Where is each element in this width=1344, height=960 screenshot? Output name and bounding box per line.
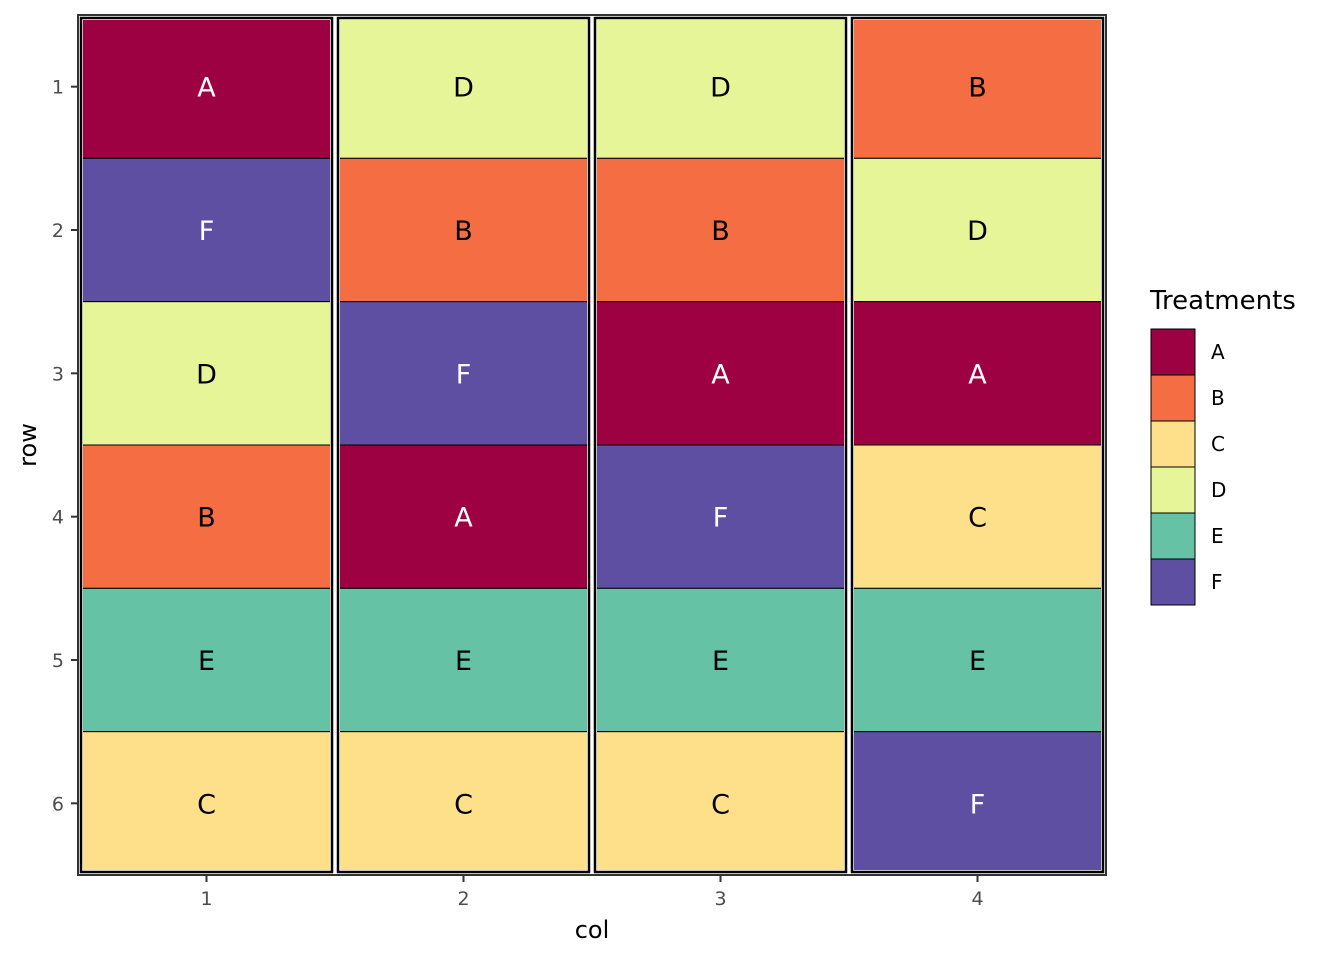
y-tick-label-5: 5 — [52, 650, 64, 672]
cell-c2-r1 — [334, 14, 593, 159]
cell-c2-r3 — [334, 301, 593, 446]
cell-c3-r4 — [591, 444, 850, 589]
legend-label-B: B — [1211, 386, 1225, 410]
cell-label-c2-r2: B — [454, 216, 473, 247]
legend-label-C: C — [1211, 432, 1225, 456]
x-tick-label-3: 3 — [714, 888, 726, 910]
cell-label-c4-r2: D — [967, 216, 988, 247]
y-tick-label-2: 2 — [52, 220, 64, 242]
cell-c3-r5 — [591, 587, 850, 733]
x-axis-title: col — [575, 916, 610, 944]
x-axis: 1 2 3 4 — [200, 875, 984, 910]
block-outline-2 — [336, 16, 591, 874]
cell-c1-r6 — [77, 731, 336, 876]
cell-label-c3-r3: A — [711, 359, 730, 390]
cell-label-c1-r4: B — [197, 503, 216, 534]
block-outlines — [77, 14, 1107, 876]
cell-label-c1-r5: E — [198, 646, 215, 677]
legend-key-E — [1150, 512, 1196, 560]
cell-c1-r4 — [77, 444, 336, 589]
y-axis: 1 2 3 4 5 6 — [52, 77, 78, 815]
cell-label-c2-r1: D — [453, 73, 474, 104]
cell-label-c2-r3: F — [456, 359, 472, 390]
y-tick-label-4: 4 — [52, 507, 64, 529]
cell-c1-r1 — [77, 14, 336, 159]
cell-c3-r3 — [591, 301, 850, 446]
legend-label-E: E — [1211, 524, 1224, 548]
cell-label-c2-r4: A — [454, 503, 473, 534]
x-tick-label-1: 1 — [200, 888, 212, 910]
cell-label-c1-r6: C — [197, 789, 216, 820]
cell-c3-r6 — [591, 731, 850, 876]
legend-label-D: D — [1211, 478, 1226, 502]
cell-label-c4-r4: C — [968, 503, 987, 534]
cell-label-c3-r1: D — [710, 73, 731, 104]
y-tick-label-1: 1 — [52, 77, 64, 99]
cell-label-c2-r5: E — [455, 646, 472, 677]
cell-label-c1-r1: A — [197, 73, 216, 104]
cell-c1-r3 — [77, 301, 336, 446]
block-outline-4 — [850, 16, 1105, 874]
cell-c3-r2 — [591, 157, 850, 303]
legend-key-A — [1150, 328, 1196, 376]
legend-label-A: A — [1211, 340, 1225, 364]
legend-key-C — [1150, 420, 1196, 468]
x-tick-label-2: 2 — [457, 888, 469, 910]
cell-label-c4-r5: E — [969, 646, 986, 677]
cell-c4-r1 — [848, 14, 1107, 159]
legend-key-D — [1150, 466, 1196, 514]
cell-label-c1-r2: F — [199, 216, 215, 247]
y-tick-label-6: 6 — [52, 793, 64, 815]
cell-label-c3-r6: C — [711, 789, 730, 820]
y-tick-label-3: 3 — [52, 363, 64, 385]
cell-label-c2-r6: C — [454, 789, 473, 820]
x-tick-label-4: 4 — [971, 888, 983, 910]
block-outline-1 — [79, 16, 334, 874]
cell-label-c1-r3: D — [196, 359, 217, 390]
plot-cells: A F D B E C D B F A E C D B A F E C B D A C E F — [77, 14, 1107, 876]
legend-key-B — [1150, 374, 1196, 422]
legend-label-F: F — [1211, 570, 1223, 594]
cell-c4-r2 — [848, 157, 1107, 303]
cell-c1-r5 — [77, 587, 336, 733]
cell-label-c4-r6: F — [970, 789, 986, 820]
panel-border — [77, 14, 1107, 876]
legend-title: Treatments — [1149, 286, 1296, 316]
cell-label-c3-r2: B — [711, 216, 730, 247]
cell-c2-r4 — [334, 444, 593, 589]
cell-label-c3-r5: E — [712, 646, 729, 677]
y-axis-title: row — [14, 423, 42, 467]
cell-c1-r2 — [77, 157, 336, 303]
cell-label-c4-r1: B — [968, 73, 987, 104]
cell-c2-r5 — [334, 587, 593, 733]
cell-label-c4-r3: A — [968, 359, 987, 390]
cell-c3-r1 — [591, 14, 850, 159]
legend-key-F — [1150, 558, 1196, 606]
cell-c2-r2 — [334, 157, 593, 303]
cell-label-c3-r4: F — [713, 503, 729, 534]
cell-c4-r5 — [848, 587, 1107, 733]
block-outline-3 — [593, 16, 848, 874]
